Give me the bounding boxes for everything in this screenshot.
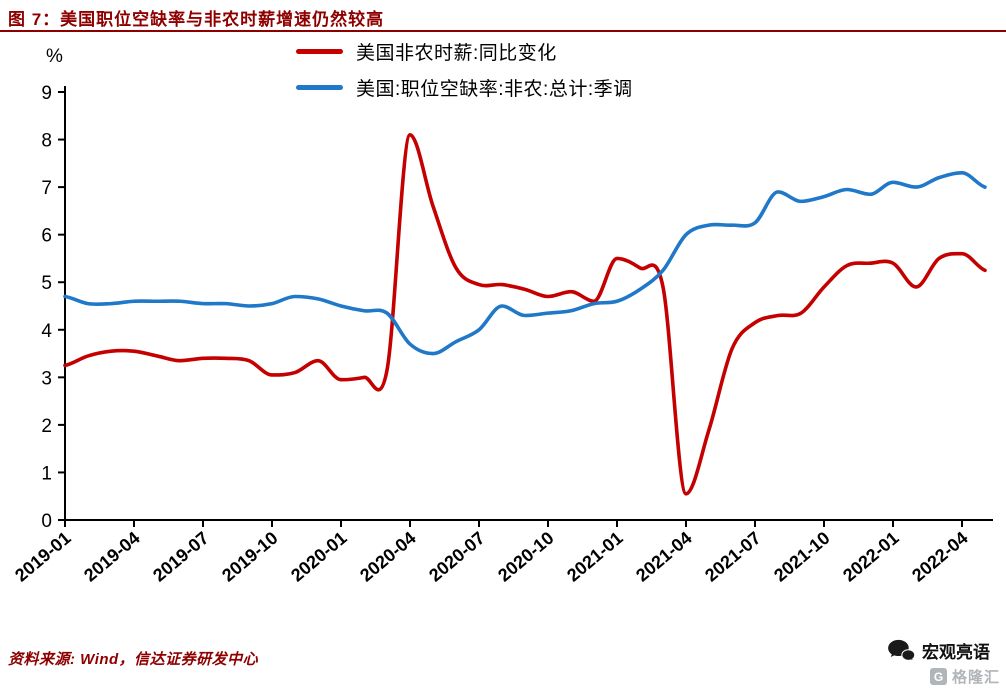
svg-text:2022-04: 2022-04 [908, 528, 971, 586]
svg-text:2: 2 [41, 416, 52, 437]
source-note: 资料来源: Wind，信达证券研发中心 [8, 651, 259, 668]
svg-text:3: 3 [41, 368, 52, 389]
watermark-text: 格隆汇 [951, 669, 1000, 686]
brand-name: 宏观亮语 [922, 643, 990, 662]
wage-line-swatch [296, 49, 343, 54]
svg-text:7: 7 [41, 178, 52, 199]
legend-item-wage: 美国非农时薪:同比变化 [296, 38, 633, 65]
title-divider [0, 30, 1006, 32]
svg-text:2021-10: 2021-10 [770, 528, 833, 586]
svg-text:2019-04: 2019-04 [80, 528, 143, 586]
brand-block: 宏观亮语 [887, 638, 990, 663]
svg-text:2020-10: 2020-10 [494, 528, 557, 586]
svg-text:1: 1 [41, 463, 52, 484]
svg-text:2021-01: 2021-01 [563, 528, 626, 586]
y-axis-unit-label: % [46, 46, 63, 67]
watermark-block: G 格隆汇 [929, 666, 1000, 687]
svg-text:2019-07: 2019-07 [149, 528, 212, 586]
svg-text:2021-04: 2021-04 [632, 528, 695, 586]
svg-text:2020-04: 2020-04 [356, 528, 419, 586]
svg-text:0: 0 [41, 511, 52, 532]
figure-title: 图 7：美国职位空缺率与非农时薪增速仍然较高 [8, 10, 385, 29]
svg-text:6: 6 [41, 226, 52, 247]
svg-text:2021-07: 2021-07 [701, 528, 764, 586]
legend-label-vacancy: 美国:职位空缺率:非农:总计:季调 [356, 79, 633, 100]
chat-bubbles-logo-icon [888, 639, 915, 662]
svg-text:8: 8 [41, 131, 52, 152]
legend-item-vacancy: 美国:职位空缺率:非农:总计:季调 [296, 74, 633, 101]
svg-text:2019-01: 2019-01 [11, 528, 74, 586]
svg-text:9: 9 [41, 83, 52, 104]
gelonghui-logo-icon: G [929, 668, 947, 685]
svg-text:2020-01: 2020-01 [287, 528, 350, 586]
svg-text:2022-01: 2022-01 [839, 528, 902, 586]
svg-text:5: 5 [41, 273, 52, 294]
chart-legend: 美国非农时薪:同比变化 美国:职位空缺率:非农:总计:季调 [296, 38, 633, 101]
svg-text:4: 4 [41, 321, 52, 342]
svg-text:2019-10: 2019-10 [218, 528, 281, 586]
vacancy-line-swatch [296, 85, 343, 90]
svg-text:2020-07: 2020-07 [425, 528, 488, 586]
legend-label-wage: 美国非农时薪:同比变化 [356, 43, 557, 64]
